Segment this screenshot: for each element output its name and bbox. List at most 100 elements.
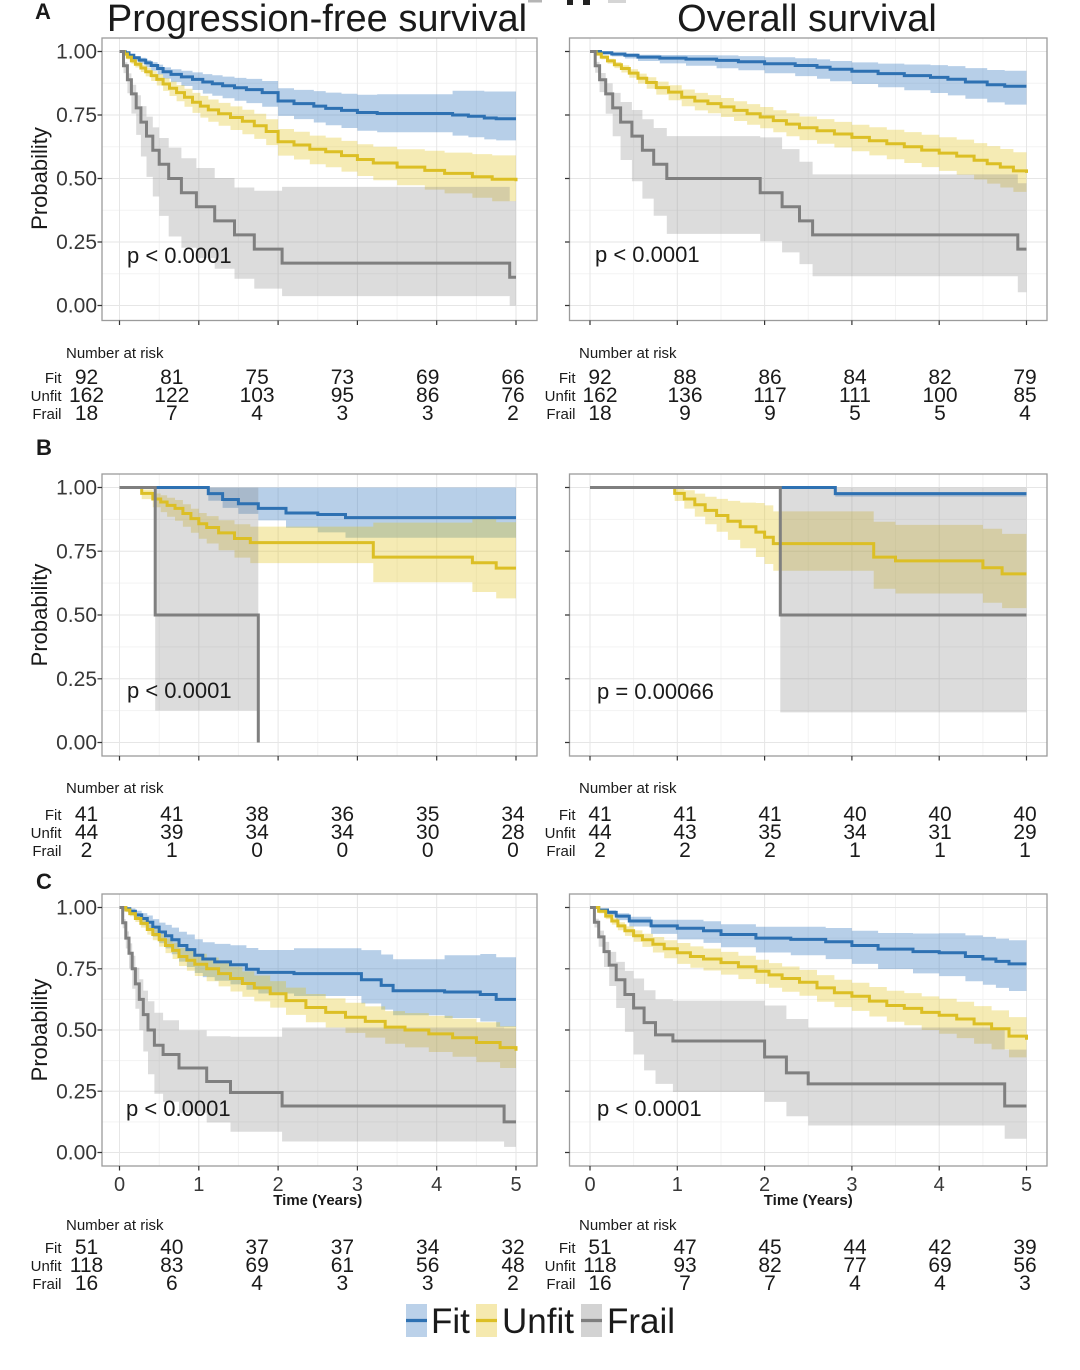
svg-text:Fit: Fit bbox=[559, 1240, 576, 1257]
svg-text:40: 40 bbox=[928, 803, 951, 826]
svg-text:Frail: Frail bbox=[32, 406, 61, 423]
svg-text:C: C bbox=[36, 869, 52, 894]
svg-text:Number at risk: Number at risk bbox=[579, 780, 677, 797]
svg-text:34: 34 bbox=[843, 821, 867, 844]
svg-text:p < 0.0001: p < 0.0001 bbox=[595, 242, 700, 267]
svg-text:29: 29 bbox=[1013, 821, 1036, 844]
svg-text:30: 30 bbox=[416, 821, 439, 844]
svg-text:4: 4 bbox=[251, 1272, 263, 1295]
svg-text:p < 0.0001: p < 0.0001 bbox=[127, 678, 232, 703]
svg-text:Unfit: Unfit bbox=[545, 1258, 577, 1275]
svg-text:48: 48 bbox=[501, 1254, 524, 1277]
svg-text:1: 1 bbox=[672, 1174, 683, 1196]
svg-text:92: 92 bbox=[75, 366, 98, 389]
svg-text:0: 0 bbox=[251, 839, 263, 862]
svg-text:31: 31 bbox=[928, 821, 951, 844]
svg-text:0: 0 bbox=[584, 1174, 595, 1196]
svg-text:4: 4 bbox=[934, 1174, 945, 1196]
svg-text:39: 39 bbox=[160, 821, 183, 844]
svg-text:16: 16 bbox=[75, 1272, 98, 1295]
svg-text:18: 18 bbox=[588, 402, 611, 425]
svg-text:118: 118 bbox=[70, 1254, 103, 1277]
svg-text:Unfit: Unfit bbox=[545, 388, 577, 405]
svg-text:18: 18 bbox=[75, 402, 98, 425]
svg-text:2: 2 bbox=[507, 1272, 519, 1295]
svg-text:1.00: 1.00 bbox=[56, 897, 97, 920]
svg-text:51: 51 bbox=[75, 1236, 98, 1259]
svg-text:Frail: Frail bbox=[546, 1276, 575, 1293]
svg-text:2: 2 bbox=[759, 1174, 770, 1196]
svg-text:45: 45 bbox=[758, 1236, 781, 1259]
svg-text:3: 3 bbox=[846, 1174, 857, 1196]
svg-text:34: 34 bbox=[331, 821, 355, 844]
svg-text:0: 0 bbox=[114, 1174, 125, 1196]
svg-text:79: 79 bbox=[1013, 366, 1036, 389]
svg-text:56: 56 bbox=[1013, 1254, 1036, 1277]
svg-text:1.00: 1.00 bbox=[56, 41, 97, 64]
svg-text:56: 56 bbox=[416, 1254, 439, 1277]
svg-text:69: 69 bbox=[416, 366, 439, 389]
svg-text:28: 28 bbox=[501, 821, 524, 844]
svg-text:93: 93 bbox=[673, 1254, 696, 1277]
svg-text:82: 82 bbox=[758, 1254, 781, 1277]
svg-text:41: 41 bbox=[758, 803, 781, 826]
svg-text:2: 2 bbox=[594, 839, 606, 862]
svg-text:44: 44 bbox=[588, 821, 612, 844]
svg-text:85: 85 bbox=[1013, 384, 1036, 407]
svg-text:9: 9 bbox=[679, 402, 691, 425]
svg-text:77: 77 bbox=[843, 1254, 866, 1277]
svg-text:66: 66 bbox=[501, 366, 524, 389]
svg-text:0.00: 0.00 bbox=[56, 732, 97, 755]
svg-text:69: 69 bbox=[928, 1254, 951, 1277]
svg-text:44: 44 bbox=[75, 821, 99, 844]
svg-text:B: B bbox=[36, 435, 52, 460]
svg-text:82: 82 bbox=[928, 366, 951, 389]
svg-text:5: 5 bbox=[510, 1174, 521, 1196]
svg-text:1: 1 bbox=[934, 839, 946, 862]
svg-text:Fit: Fit bbox=[559, 370, 576, 387]
svg-text:Fit: Fit bbox=[559, 807, 576, 824]
svg-text:Probability: Probability bbox=[27, 564, 52, 667]
svg-text:3: 3 bbox=[337, 1272, 349, 1295]
svg-text:61: 61 bbox=[331, 1254, 354, 1277]
svg-text:35: 35 bbox=[416, 803, 439, 826]
svg-text:p < 0.0001: p < 0.0001 bbox=[597, 1096, 702, 1121]
svg-text:0.75: 0.75 bbox=[56, 540, 97, 563]
svg-text:95: 95 bbox=[331, 384, 354, 407]
svg-text:162: 162 bbox=[582, 384, 617, 407]
svg-text:0.75: 0.75 bbox=[56, 104, 97, 127]
svg-text:0.25: 0.25 bbox=[56, 231, 97, 254]
svg-text:4: 4 bbox=[431, 1174, 442, 1196]
svg-text:Frail: Frail bbox=[32, 1276, 61, 1293]
svg-text:4: 4 bbox=[1019, 402, 1031, 425]
svg-text:Unfit: Unfit bbox=[31, 1258, 63, 1275]
svg-text:0.50: 0.50 bbox=[56, 168, 97, 191]
svg-text:0: 0 bbox=[337, 839, 349, 862]
svg-text:32: 32 bbox=[501, 1236, 524, 1259]
svg-text:Unfit: Unfit bbox=[502, 1302, 574, 1341]
svg-text:41: 41 bbox=[160, 803, 183, 826]
svg-text:3: 3 bbox=[352, 1174, 363, 1196]
svg-text:16: 16 bbox=[588, 1272, 611, 1295]
svg-text:2: 2 bbox=[679, 839, 691, 862]
svg-text:36: 36 bbox=[331, 803, 354, 826]
svg-text:1: 1 bbox=[1019, 839, 1031, 862]
svg-text:86: 86 bbox=[758, 366, 781, 389]
svg-text:40: 40 bbox=[160, 1236, 183, 1259]
svg-text:40: 40 bbox=[843, 803, 866, 826]
svg-text:2: 2 bbox=[273, 1174, 284, 1196]
svg-text:83: 83 bbox=[160, 1254, 183, 1277]
svg-text:1.00: 1.00 bbox=[56, 477, 97, 500]
svg-text:35: 35 bbox=[758, 821, 781, 844]
svg-text:7: 7 bbox=[679, 1272, 691, 1295]
svg-text:Number at risk: Number at risk bbox=[579, 345, 677, 362]
svg-text:p < 0.0001: p < 0.0001 bbox=[127, 243, 232, 268]
svg-text:34: 34 bbox=[416, 1236, 440, 1259]
svg-text:0: 0 bbox=[507, 839, 519, 862]
svg-text:5: 5 bbox=[1021, 1174, 1032, 1196]
svg-text:34: 34 bbox=[245, 821, 269, 844]
svg-text:Frail: Frail bbox=[546, 406, 575, 423]
svg-text:Number at risk: Number at risk bbox=[66, 345, 164, 362]
svg-text:Frail: Frail bbox=[32, 843, 61, 860]
svg-text:1: 1 bbox=[193, 1174, 204, 1196]
